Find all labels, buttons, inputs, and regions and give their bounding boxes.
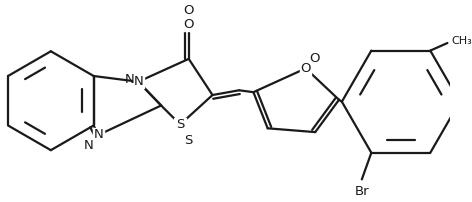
Text: Br: Br (354, 185, 369, 198)
Text: CH₃: CH₃ (451, 36, 472, 46)
Bar (300, 62, 312, 75)
Text: S: S (184, 134, 193, 147)
Text: N: N (93, 128, 103, 141)
Text: O: O (310, 52, 320, 65)
Bar (93, 128, 104, 142)
Bar (175, 118, 186, 131)
Text: O: O (301, 62, 311, 75)
Text: N: N (125, 73, 135, 86)
Bar (133, 75, 144, 88)
Bar (183, 18, 194, 31)
Text: O: O (184, 4, 194, 17)
Text: S: S (176, 118, 185, 131)
Text: N: N (84, 139, 93, 152)
Text: N: N (134, 75, 143, 88)
Text: O: O (184, 18, 194, 31)
